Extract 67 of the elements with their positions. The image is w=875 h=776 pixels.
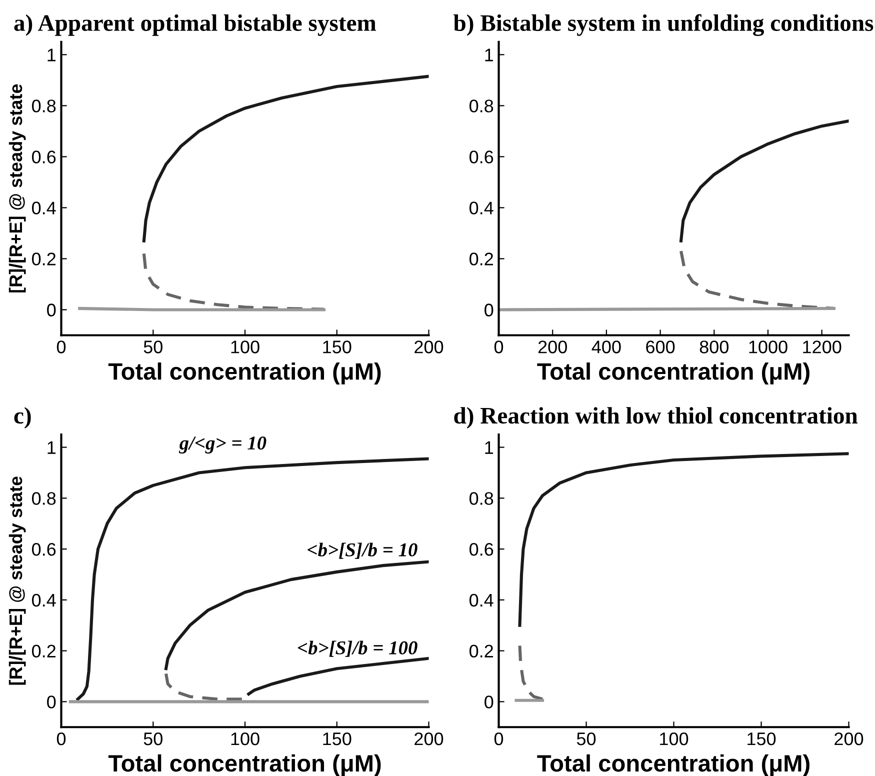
- y-tick-label: 0.8: [32, 100, 56, 112]
- x-tick-label: 200: [538, 340, 567, 354]
- y-tick-label: 0.6: [32, 542, 56, 556]
- x-tick-label: 200: [834, 732, 864, 746]
- line-series: [247, 656, 429, 696]
- y-tick-label: 0.6: [469, 150, 494, 164]
- y-tick-label: 0.2: [469, 644, 493, 658]
- y-axis-title: [R]/[R+E] @ steady state: [8, 476, 26, 685]
- x-tick-label: 50: [144, 732, 162, 746]
- y-tick-label: 0.4: [32, 202, 56, 214]
- x-tick-label: 50: [576, 732, 596, 746]
- x-tick-label: 0: [494, 732, 504, 746]
- y-tick-label: 0.2: [32, 252, 56, 266]
- x-tick-label: 150: [748, 732, 776, 746]
- y-tick-label: 0.4: [469, 202, 494, 214]
- y-tick-label: 0.2: [469, 252, 493, 266]
- x-axis-title: Total concentration (μM): [108, 754, 381, 776]
- y-tick-label: 1: [48, 48, 56, 62]
- annotation: <b>[S]/b = 10: [308, 542, 418, 559]
- x-axis-title: Total concentration (μM): [537, 754, 810, 776]
- y-axis-title: [R]/[R+E] @ steady state: [8, 84, 26, 292]
- annotation: <b>[S]/b = 100: [298, 640, 418, 657]
- x-tick-label: 1000: [749, 340, 788, 354]
- x-tick-label: 50: [144, 340, 162, 354]
- y-tick-label: 0.6: [469, 542, 494, 556]
- annotation: g/<g> = 10: [178, 436, 266, 454]
- x-tick-label: 100: [660, 732, 688, 746]
- y-tick-label: 0.8: [469, 492, 494, 505]
- chart-title: a) Apparent optimal bistable system: [14, 14, 376, 36]
- x-tick-label: 800: [700, 340, 728, 354]
- chart-title: b) Bistable system in unfolding conditions: [454, 14, 874, 36]
- line-series: [76, 457, 429, 701]
- line-series: [142, 74, 429, 242]
- x-tick-label: 100: [231, 340, 260, 354]
- y-tick-label: 0.4: [469, 594, 494, 607]
- y-tick-label: 0.4: [32, 594, 56, 607]
- x-tick-label: 150: [323, 340, 352, 354]
- y-tick-label: 0: [47, 696, 56, 708]
- line-series: [518, 644, 544, 701]
- x-tick-label: 200: [414, 732, 444, 746]
- y-tick-label: 0.2: [32, 644, 56, 658]
- y-tick-label: 0.8: [469, 100, 494, 112]
- y-tick-label: 1: [48, 441, 56, 454]
- y-tick-label: 0: [47, 304, 56, 316]
- x-tick-label: 150: [323, 732, 352, 746]
- y-tick-label: 0: [484, 696, 494, 708]
- y-tick-label: 0: [484, 304, 494, 316]
- y-tick-label: 0.6: [32, 150, 56, 164]
- y-tick-label: 0.8: [32, 492, 56, 505]
- x-axis-title: Total concentration (μM): [108, 362, 381, 384]
- y-tick-label: 1: [485, 441, 494, 454]
- x-tick-label: 100: [231, 732, 260, 746]
- line-series: [164, 560, 429, 670]
- x-tick-label: 1200: [803, 340, 842, 354]
- line-series: [518, 452, 849, 627]
- line-series: [679, 119, 849, 242]
- y-tick-label: 1: [485, 48, 494, 62]
- x-tick-label: 0: [494, 340, 504, 354]
- line-series: [142, 252, 326, 311]
- x-tick-label: 0: [56, 340, 66, 354]
- x-tick-label: 0: [56, 732, 66, 746]
- x-tick-label: 400: [592, 340, 621, 354]
- x-tick-label: 200: [414, 340, 444, 354]
- x-axis-title: Total concentration (μM): [537, 362, 810, 384]
- x-tick-label: 600: [646, 340, 675, 354]
- chart-title: d) Reaction with low thiol concentration: [454, 407, 858, 428]
- chart-title: c): [14, 407, 31, 428]
